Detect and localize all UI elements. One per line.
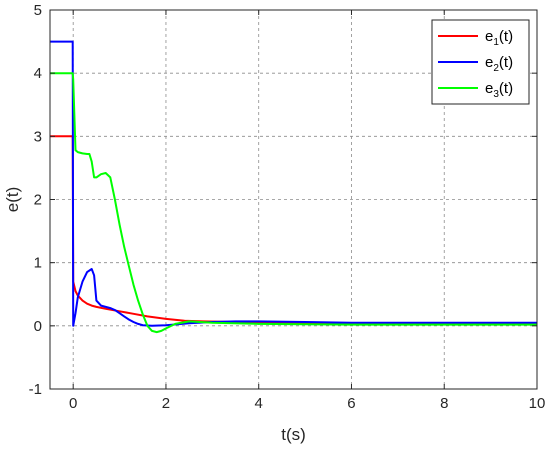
x-tick-label: 6 — [347, 395, 355, 412]
legend-label: e1(t) — [485, 28, 513, 48]
series-line-1 — [50, 135, 537, 325]
y-tick-label: 0 — [34, 318, 42, 335]
x-tick-label: 4 — [255, 395, 263, 412]
legend-label: e2(t) — [485, 54, 513, 74]
legend-label: e3(t) — [485, 80, 513, 100]
series-line-3 — [50, 72, 537, 334]
series-line-2 — [50, 40, 537, 327]
y-tick-label: -1 — [29, 381, 42, 398]
x-axis-label: t(s) — [281, 425, 306, 444]
y-tick-label: 4 — [34, 65, 42, 82]
legend: e1(t) e2(t) e3(t) — [431, 19, 530, 105]
y-tick-label: 5 — [34, 2, 42, 19]
x-tick-label: 2 — [162, 395, 170, 412]
y-axis-label: e(t) — [3, 187, 22, 213]
y-tick-label: 3 — [34, 128, 42, 145]
series-lines — [50, 40, 537, 334]
x-tick-label: 8 — [440, 395, 448, 412]
tick-labels: 0 2 4 6 8 10 -1 0 1 2 3 4 5 — [29, 2, 546, 412]
y-tick-label: 2 — [34, 192, 42, 209]
y-tick-label: 1 — [34, 255, 42, 272]
x-tick-label: 0 — [69, 395, 77, 412]
x-tick-label: 10 — [529, 395, 546, 412]
